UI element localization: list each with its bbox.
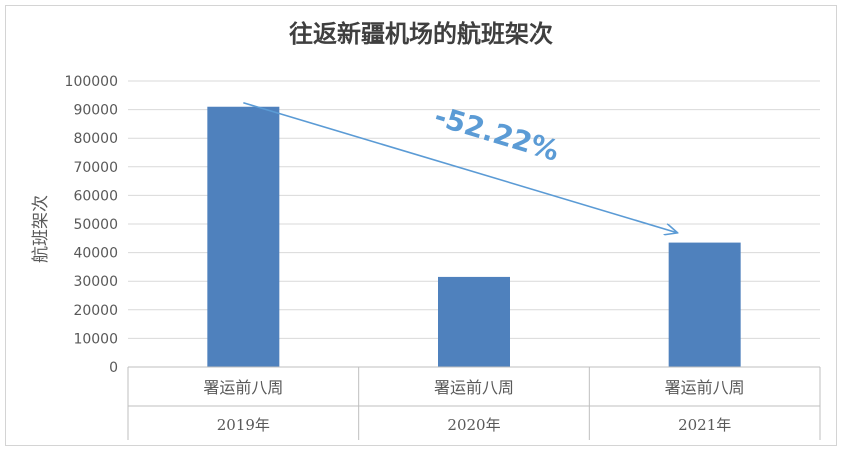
x-tick-label: 署运前八周 — [203, 378, 283, 397]
y-tick-label: 80000 — [73, 131, 118, 147]
bar — [438, 276, 510, 367]
x-tick-labels: 署运前八周 2019年 署运前八周 2020年 署运前八周 2021年 — [203, 378, 744, 434]
bar — [668, 242, 741, 367]
x-tick-label: 署运前八周 — [665, 378, 745, 397]
chart-frame — [5, 5, 837, 446]
bar — [207, 106, 280, 368]
x-group-label: 2020年 — [447, 416, 500, 434]
x-axis — [127, 366, 821, 440]
trend-arrow — [243, 101, 676, 233]
x-group-label: 2019年 — [217, 416, 270, 434]
y-tick-label: 70000 — [73, 160, 118, 176]
x-group-label: 2021年 — [678, 416, 731, 434]
trend-annotation: -52.22% — [243, 99, 676, 232]
y-tick-label: 100000 — [65, 74, 118, 90]
y-tick-label: 10000 — [73, 331, 118, 347]
y-tick-label: 60000 — [73, 188, 118, 204]
y-tick-label: 50000 — [73, 217, 118, 233]
bars — [207, 106, 741, 368]
y-tick-label: 0 — [109, 360, 118, 376]
y-tick-label: 90000 — [73, 103, 118, 119]
y-axis-label: 航班架次 — [31, 195, 51, 263]
y-tick-label: 30000 — [73, 274, 118, 290]
x-tick-label: 署运前八周 — [434, 378, 514, 397]
chart-title: 往返新疆机场的航班架次 — [289, 20, 553, 48]
y-tick-label: 40000 — [73, 246, 118, 262]
y-tick-labels: 0 10000 20000 30000 40000 50000 60000 70000 8000… — [65, 74, 118, 376]
y-tick-label: 20000 — [73, 303, 118, 319]
